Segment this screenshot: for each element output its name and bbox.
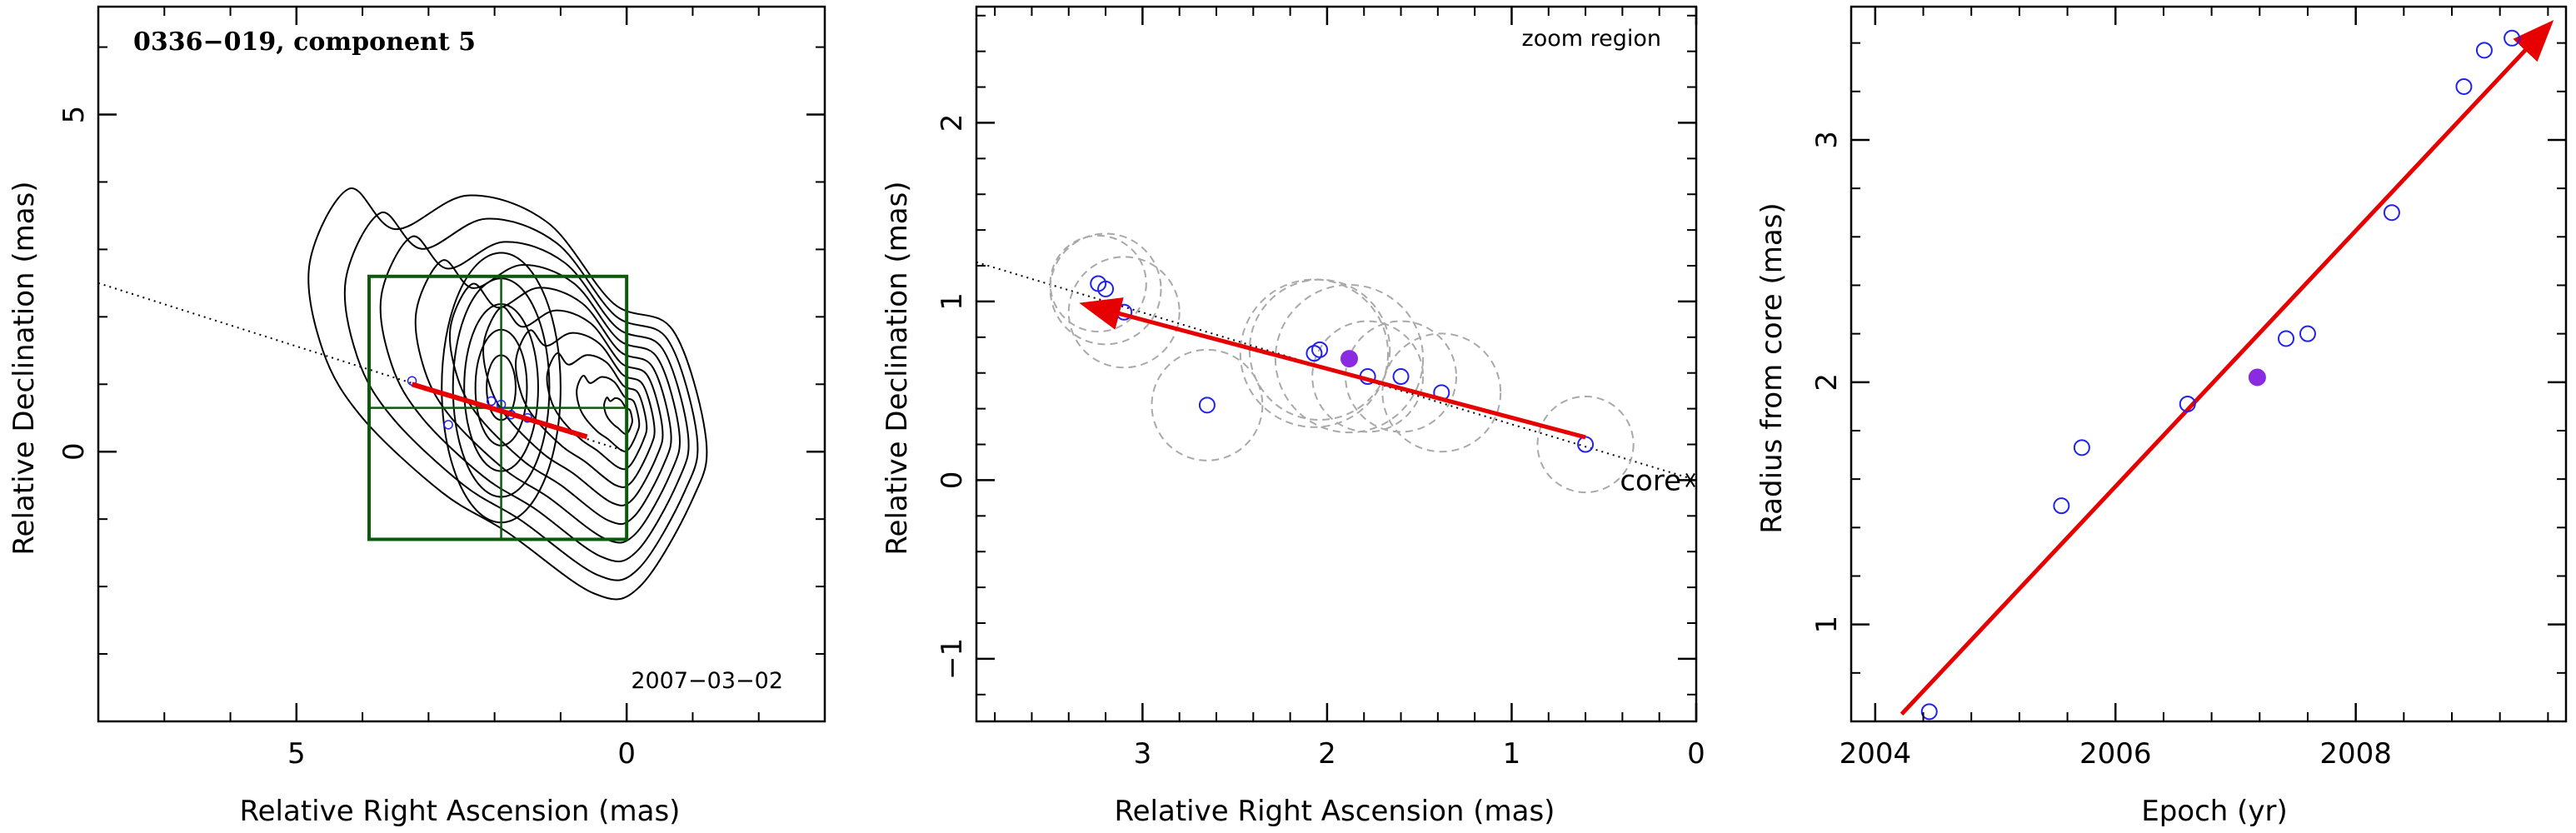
fit-arrow	[1900, 19, 2554, 716]
panel1-ylabel: Relative Declination (mas)	[7, 181, 41, 555]
contour-level	[343, 212, 699, 581]
component-size-circle	[1248, 278, 1391, 421]
data-point	[1392, 368, 1410, 386]
y-tick-label: −1	[936, 638, 969, 680]
data-point	[2299, 325, 2316, 342]
data-point	[2053, 497, 2070, 515]
data-point	[1305, 345, 1323, 362]
contour-level	[379, 235, 690, 562]
highlight-point	[1340, 350, 1359, 368]
data-point	[2504, 29, 2521, 47]
component-size-circle	[1381, 332, 1502, 453]
panel1-title: 0336−019, component 5	[133, 27, 476, 57]
x-tick-label: 0	[1687, 737, 1705, 771]
data-point	[2073, 439, 2090, 456]
data-point	[2455, 77, 2473, 95]
x-tick-label: 2006	[2079, 737, 2152, 771]
core-label: core	[1620, 464, 1681, 497]
data-point	[2383, 204, 2400, 222]
component-size-circle	[1345, 320, 1457, 433]
y-tick-label: 1	[936, 292, 969, 311]
y-tick-label: 3	[1810, 131, 1844, 149]
x-tick-label: 0	[617, 737, 636, 771]
panel2-ylabel: Relative Declination (mas)	[881, 181, 914, 555]
panel2-xlabel: Relative Right Ascension (mas)	[1115, 795, 1555, 828]
data-point	[1198, 397, 1216, 414]
panel3-xlabel: Epoch (yr)	[2141, 795, 2288, 828]
y-tick-label: 1	[1810, 616, 1844, 634]
x-tick-label: 3	[1134, 737, 1152, 771]
component-size-circle	[1151, 348, 1264, 461]
panel1-epoch-label: 2007−03−02	[631, 668, 783, 694]
y-tick-label: 0	[936, 471, 969, 490]
contour-level	[449, 282, 672, 526]
y-tick-label: 0	[57, 442, 91, 461]
data-point	[2278, 330, 2295, 347]
panel3-ylabel: Radius from core (mas)	[1755, 202, 1789, 533]
contour-level	[603, 397, 633, 436]
panel3-frame	[1850, 5, 2568, 723]
x-tick-label: 2008	[2319, 737, 2392, 771]
data-point	[1920, 703, 1938, 721]
data-point	[1311, 341, 1329, 358]
contour-level	[307, 187, 708, 601]
data-point	[2179, 395, 2196, 412]
contour-level	[546, 352, 648, 471]
panel1-xlabel: Relative Right Ascension (mas)	[240, 795, 681, 828]
panel1-frame	[97, 5, 826, 723]
data-point	[1097, 280, 1115, 297]
component-size-circle	[1311, 320, 1425, 433]
panel2-frame	[975, 5, 1698, 723]
y-tick-label: 2	[1810, 373, 1844, 392]
x-tick-label: 5	[287, 737, 306, 771]
y-tick-label: 2	[936, 114, 969, 132]
motion-arrow	[411, 382, 588, 440]
component-group	[1049, 232, 1635, 494]
component-size-circle	[1067, 256, 1181, 369]
component-size-circle	[1239, 278, 1390, 428]
y-tick-label: 5	[57, 106, 91, 124]
data-point	[443, 420, 453, 430]
x-tick-label: 1	[1503, 737, 1521, 771]
panel2-annotation: zoom region	[1522, 26, 1661, 52]
x-tick-label: 2004	[1840, 737, 1912, 771]
data-point	[2475, 42, 2493, 59]
data-point	[486, 396, 497, 407]
highlight-point	[2248, 368, 2266, 387]
x-tick-label: 2	[1318, 737, 1336, 771]
component-size-circle	[1536, 395, 1635, 494]
contour-level	[576, 374, 641, 452]
contour-level	[515, 329, 656, 488]
component-size-circle	[1274, 283, 1425, 434]
motion-arrow	[1079, 297, 1586, 440]
component-size-circle	[1049, 232, 1162, 346]
